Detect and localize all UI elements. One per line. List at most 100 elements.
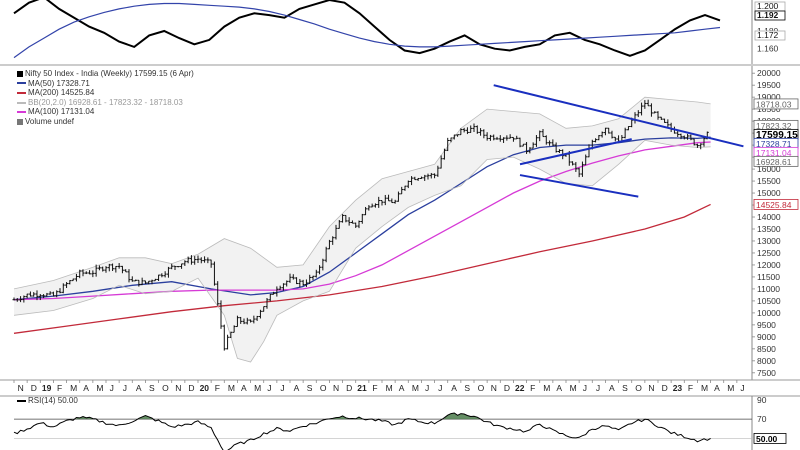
price-axis-tick-label: 9500 [757,320,776,330]
x-axis-tick-label: M [70,383,77,393]
x-axis-tick-label: J [596,383,600,393]
price-value-tag-text: 14525.84 [756,200,792,210]
x-axis-tick-label: 21 [357,383,367,393]
x-axis-tick-label: J [425,383,429,393]
legend-item-ma100: MA(100) 17131.04 [17,107,194,117]
rsi-line [13,412,711,450]
x-axis-tick-label: O [635,383,642,393]
x-axis-tick-label: 22 [515,383,525,393]
price-axis-tick-label: 19000 [757,92,781,102]
top-axis-tick-label: 1.160 [757,44,779,54]
legend-item-ma200: MA(200) 14525.84 [17,88,194,98]
x-axis-tick-label: D [346,383,352,393]
legend-item-ma50: MA(50) 17328.71 [17,79,194,89]
price-value-tag-text: 17328.71 [756,139,792,149]
price-axis-tick-label: 7500 [757,368,776,378]
price-axis-tick-label: 8000 [757,356,776,366]
rsi-overbought-fill [329,415,363,420]
x-axis-tick-label: A [556,383,562,393]
x-axis-tick-label: F [215,383,220,393]
x-axis-tick-label: D [662,383,668,393]
x-axis-tick-label: 20 [200,383,210,393]
price-axis-tick-label: 11000 [757,284,780,294]
x-axis-tick-label: M [412,383,419,393]
x-axis-tick-label: N [648,383,654,393]
x-axis-tick-label: F [372,383,377,393]
legend-label-ma50: MA(50) 17328.71 [28,78,90,88]
trendline [493,84,744,148]
legend-item-volume: Volume undef [17,117,194,127]
price-axis-tick-label: 19500 [757,80,781,90]
x-axis-tick-label: J [110,383,114,393]
legend-swatch-ma200 [17,92,26,95]
x-axis-tick-label: J [123,383,127,393]
x-axis-tick-label: N [333,383,339,393]
x-axis-tick-label: A [451,383,457,393]
x-axis-tick-label: A [609,383,615,393]
bollinger-band-fill [14,97,711,362]
legend-label-volume: Volume undef [25,116,74,126]
chart-legend: Nifty 50 Index - India (Weekly) 17599.15… [17,69,194,127]
price-axis-tick-label: 16000 [757,164,781,174]
x-axis-tick-label: A [294,383,300,393]
x-axis-tick-label: D [504,383,510,393]
price-value-tag-text: 17823.32 [756,121,792,131]
rsi-axis-tick-label: 90 [757,395,767,405]
rsi-legend-swatch [17,399,26,402]
price-value-tag-text: 18718.03 [756,99,792,109]
x-axis-tick-label: S [307,383,313,393]
x-axis-tick-label: N [175,383,181,393]
x-axis-tick-label: M [228,383,235,393]
legend-label-ma200: MA(200) 14525.84 [28,88,95,98]
legend-label-bb: BB(20,2.0) 16928.61 - 17823.32 - 18718.0… [28,97,183,107]
price-axis-tick-label: 10500 [757,296,781,306]
x-axis-tick-label: S [149,383,155,393]
legend-swatch-bb [17,101,26,104]
x-axis-tick-label: M [254,383,261,393]
top-value-tag [754,30,786,41]
price-axis-tick-label: 11500 [757,272,780,282]
legend-label-price: Nifty 50 Index - India (Weekly) 17599.15… [25,69,194,78]
x-axis-tick-label: O [320,383,327,393]
x-axis-tick-label: A [241,383,247,393]
x-axis-tick-label: F [688,383,693,393]
series-line-ma-200- [13,203,711,334]
rsi-legend-label: RSI(14) 50.00 [28,396,78,405]
top-series-line [13,0,721,57]
legend-swatch-price [17,70,23,77]
x-axis-tick-label: S [464,383,470,393]
x-axis-tick-label: N [18,383,24,393]
x-axis-tick-label: 19 [42,383,52,393]
rsi-axis-tick-label: 70 [757,414,767,424]
x-axis-tick-label: D [31,383,37,393]
x-axis-tick-label: M [727,383,734,393]
rsi-overbought-fill [444,413,481,420]
price-value-tag [753,98,799,110]
x-axis-tick-label: M [96,383,103,393]
price-value-tag-text: 16928.61 [756,157,792,167]
x-axis-tick-label: O [478,383,485,393]
price-axis-tick-label: 15500 [757,176,781,186]
price-axis-tick-label: 12500 [757,248,781,258]
legend-swatch-volume [17,118,23,125]
x-axis-tick-label: A [136,383,142,393]
x-axis-tick-label: M [386,383,393,393]
top-value-tag [754,10,786,21]
x-axis-tick-label: A [399,383,405,393]
price-value-tag-text: 17599.15 [756,130,798,141]
price-axis-tick-label: 20000 [757,68,781,78]
price-axis-tick-label: 13000 [757,236,781,246]
x-axis-tick-label: S [622,383,628,393]
price-value-tag [753,198,799,210]
trendline [519,174,639,198]
x-axis-tick-label: J [438,383,442,393]
top-value-tag-text: 1.172 [757,30,779,40]
x-axis-tick-label: J [267,383,271,393]
legend-swatch-ma100 [17,111,26,114]
x-axis-tick-label: J [280,383,284,393]
x-axis-tick-label: A [83,383,89,393]
series-line-bb-upper [13,96,711,290]
legend-label-ma100: MA(100) 17131.04 [28,107,95,117]
legend-item-price: Nifty 50 Index - India (Weekly) 17599.15… [17,69,194,79]
